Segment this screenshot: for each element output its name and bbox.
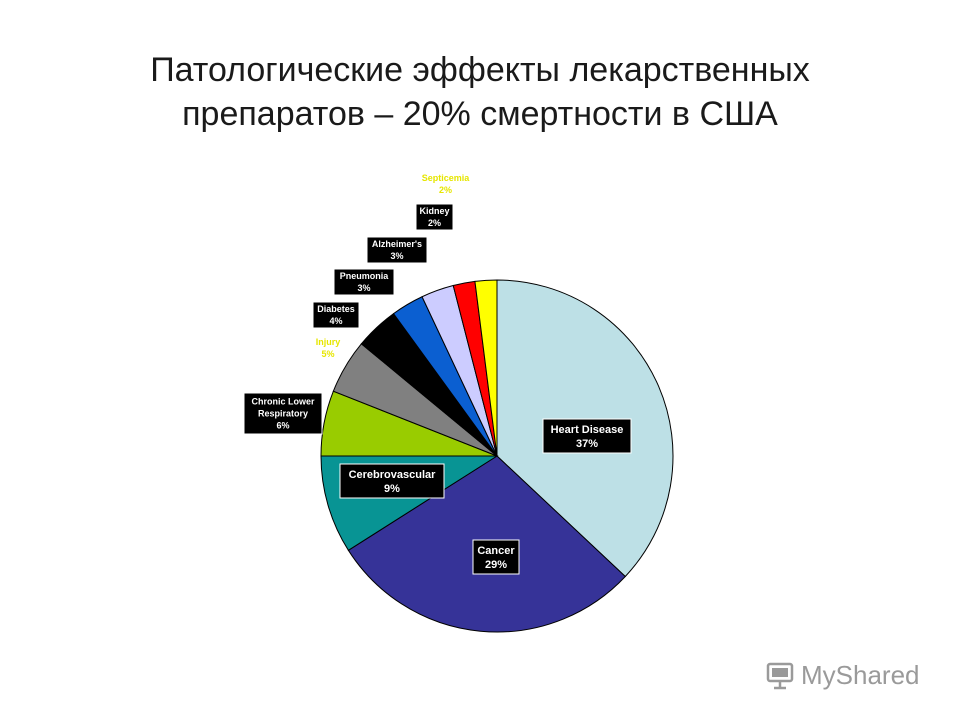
data-label-percent: 37%	[576, 438, 598, 450]
data-label-heart-disease: Heart Disease 37%	[542, 418, 632, 454]
slide-title-line-1: Патологические эффекты лекарственных	[150, 51, 810, 89]
data-label-cancer: Cancer 29%	[472, 539, 520, 575]
data-label-name: Cerebrovascular	[349, 469, 437, 481]
data-label-name: Heart Disease	[551, 424, 624, 436]
data-label-name: Septicemia	[422, 173, 471, 183]
data-label-name: Respiratory	[258, 409, 308, 419]
data-label-percent: 9%	[384, 483, 400, 495]
data-label-percent: 2%	[439, 185, 452, 195]
data-label-box	[339, 463, 445, 499]
presentation-board-icon	[766, 662, 794, 690]
data-label-percent: 4%	[329, 316, 342, 326]
data-label-kidney: Kidney 2%	[415, 203, 454, 231]
data-label-percent: 3%	[390, 251, 403, 261]
pie-labels: Heart Disease 37% Cancer 29% Cerebrovascular…	[243, 173, 632, 575]
data-label-name: Cancer	[477, 545, 515, 557]
slide-title: Патологические эффекты лекарственных пре…	[0, 48, 960, 136]
data-label-cerebrovascular: Cerebrovascular 9%	[339, 463, 445, 499]
watermark: MyShared	[765, 655, 920, 695]
data-label-name: Injury	[316, 337, 341, 347]
data-label-box	[312, 301, 360, 329]
data-label-percent: 29%	[485, 559, 507, 571]
data-label-alzheimer-s: Alzheimer's 3%	[366, 236, 428, 264]
data-label-percent: 3%	[357, 283, 370, 293]
data-label-name: Chronic Lower	[251, 397, 315, 407]
data-label-name: Alzheimer's	[372, 239, 422, 249]
slide-title-line-2: препаратов – 20% смертности в США	[182, 95, 778, 133]
data-label-box	[366, 236, 428, 264]
data-label-diabetes: Diabetes 4%	[312, 301, 360, 329]
data-label-box	[472, 539, 520, 575]
data-label-injury: Injury 5%	[316, 337, 341, 359]
data-label-box	[243, 392, 323, 435]
data-label-box	[542, 418, 632, 454]
data-label-name: Pneumonia	[340, 271, 390, 281]
data-label-percent: 5%	[321, 349, 334, 359]
pie-slices	[320, 279, 674, 633]
data-label-name: Kidney	[419, 206, 449, 216]
pie-slice-septicemia	[474, 279, 498, 457]
data-label-pneumonia: Pneumonia 3%	[333, 268, 395, 296]
data-label-septicemia: Septicemia 2%	[422, 173, 471, 195]
data-label-box	[333, 268, 395, 296]
data-label-percent: 2%	[428, 218, 441, 228]
watermark-text: MyShared	[801, 659, 920, 690]
data-label-name: Diabetes	[317, 304, 355, 314]
data-label-percent: 6%	[276, 421, 289, 431]
data-label-box	[415, 203, 454, 231]
data-label-chronic-lower-respiratory: Chronic Lower Respiratory 6%	[243, 392, 323, 435]
